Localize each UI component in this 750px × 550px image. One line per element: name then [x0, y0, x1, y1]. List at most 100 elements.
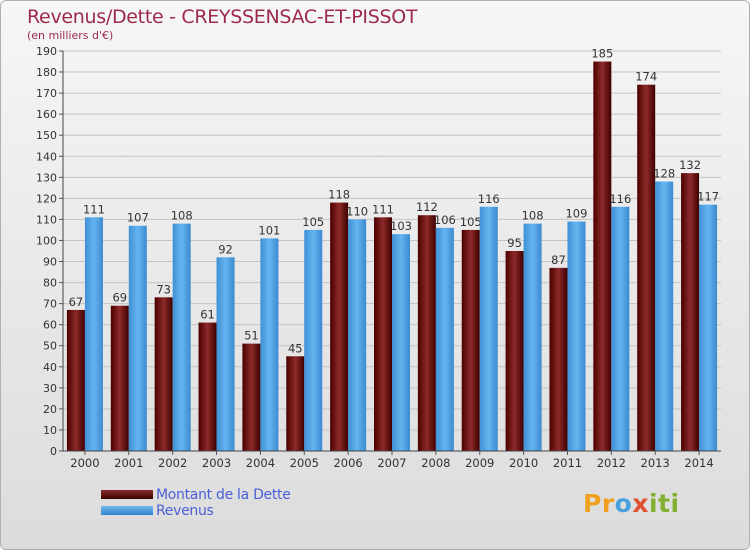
axes: 0 10 20 30 40 50 60 70 80 90 100 110 120 130 140 150 160… [36, 45, 721, 470]
data-label: 111 [83, 202, 105, 216]
y-tick-label: 160 [36, 108, 57, 121]
x-tick-label: 2008 [421, 456, 450, 470]
bar-revenus [611, 206, 630, 451]
chart-title: Revenus/Dette - CREYSSENSAC-ET-PISSOT [27, 6, 418, 28]
logo-part-4: iti [648, 489, 680, 518]
bar-revenus [435, 227, 454, 451]
x-tick-label: 2009 [465, 456, 494, 470]
y-tick-label: 20 [43, 403, 57, 416]
bar-debt [549, 267, 568, 451]
data-label: 109 [565, 207, 587, 221]
y-tick-label: 0 [50, 445, 57, 458]
data-label: 117 [697, 190, 719, 204]
bar-debt [637, 84, 656, 452]
data-label: 107 [127, 211, 149, 225]
x-tick-label: 2001 [114, 456, 143, 470]
bar-debt [154, 297, 173, 451]
y-tick-label: 80 [43, 277, 57, 290]
y-tick-label: 90 [43, 256, 57, 269]
bar-debt [66, 309, 85, 451]
bar-debt [198, 322, 217, 451]
data-label: 116 [478, 192, 500, 206]
bar-revenus [216, 257, 235, 451]
y-tick-label: 50 [43, 340, 57, 353]
logo-part-3: x [632, 489, 649, 518]
data-label: 105 [302, 215, 324, 229]
data-label: 101 [258, 223, 280, 237]
data-label: 67 [69, 295, 84, 309]
data-label: 174 [635, 70, 657, 84]
y-tick-label: 10 [43, 424, 57, 437]
x-tick-label: 2011 [553, 456, 582, 470]
x-tick-label: 2010 [509, 456, 538, 470]
y-tick-label: 170 [36, 87, 57, 100]
x-tick-label: 2007 [377, 456, 406, 470]
bar-revenus [392, 234, 410, 451]
bar-revenus [655, 181, 674, 452]
data-label: 45 [288, 341, 303, 355]
y-tick-label: 70 [43, 298, 57, 311]
bar-revenus [304, 229, 323, 451]
data-label: 108 [522, 209, 544, 223]
chart-subtitle: (en milliers d'€) [27, 29, 114, 42]
y-tick-label: 110 [36, 213, 57, 226]
bar-debt [242, 343, 261, 451]
data-label: 118 [328, 188, 350, 202]
bar-revenus [128, 225, 147, 451]
y-tick-label: 140 [36, 150, 57, 163]
y-tick-label: 120 [36, 192, 57, 205]
bar-debt [461, 229, 480, 451]
legend-swatch-revenus [101, 506, 153, 515]
data-label: 106 [434, 213, 456, 227]
bar-debt [593, 61, 612, 452]
data-label: 51 [244, 329, 259, 343]
logo-part-2: o [614, 489, 633, 518]
data-label: 92 [218, 242, 233, 256]
bar-revenus [84, 217, 103, 451]
y-tick-label: 190 [36, 45, 57, 58]
data-label: 111 [372, 202, 394, 216]
y-tick-label: 100 [36, 234, 57, 247]
y-tick-label: 130 [36, 171, 57, 184]
bar-revenus [523, 223, 542, 451]
x-tick-label: 2012 [597, 456, 626, 470]
bar-debt [505, 251, 524, 451]
bar-revenus [567, 221, 586, 451]
bar-debt [681, 173, 700, 451]
x-tick-label: 2004 [246, 456, 275, 470]
x-tick-label: 2006 [333, 456, 362, 470]
data-label: 73 [156, 282, 171, 296]
bar-debt [330, 202, 349, 451]
data-label: 110 [346, 204, 368, 218]
bar-debt [374, 217, 392, 451]
legend-label-revenus: Revenus [156, 503, 214, 519]
bar-revenus [348, 219, 367, 451]
data-label: 108 [171, 209, 193, 223]
y-tick-label: 30 [43, 382, 57, 395]
bars: 67 111 69 107 73 108 61 92 51 101 45 105 118 110 111 10… [66, 47, 719, 452]
data-label: 112 [416, 200, 438, 214]
x-tick-label: 2013 [641, 456, 670, 470]
data-label: 95 [507, 236, 522, 250]
y-tick-label: 150 [36, 129, 57, 142]
bar-debt [417, 215, 436, 451]
x-tick-label: 2003 [202, 456, 231, 470]
data-label: 128 [653, 167, 675, 181]
bar-revenus [172, 223, 191, 451]
data-label: 105 [460, 215, 482, 229]
y-tick-label: 180 [36, 66, 57, 79]
data-label: 185 [591, 47, 613, 61]
y-tick-label: 60 [43, 319, 57, 332]
x-tick-label: 2014 [684, 456, 713, 470]
data-label: 116 [609, 192, 631, 206]
data-label: 69 [112, 291, 127, 305]
legend-label-debt: Montant de la Dette [156, 487, 291, 503]
data-label: 61 [200, 308, 215, 322]
bar-revenus [699, 204, 718, 451]
x-tick-label: 2002 [158, 456, 187, 470]
bar-debt [110, 305, 129, 451]
x-tick-label: 2000 [70, 456, 99, 470]
data-label: 87 [551, 253, 566, 267]
